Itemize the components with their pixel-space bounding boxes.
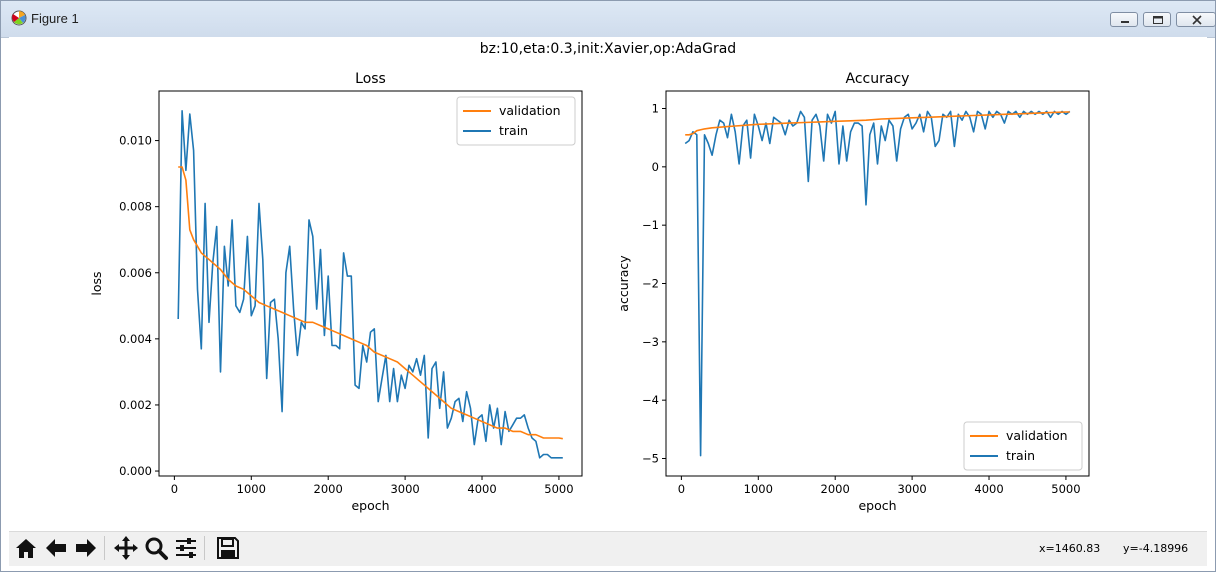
y-tick-label: −3	[642, 335, 659, 349]
configure-subplots-button[interactable]	[172, 534, 200, 562]
y-axis-label: accuracy	[616, 255, 631, 312]
maximize-icon	[1153, 16, 1163, 24]
x-tick-label: 2000	[821, 482, 850, 496]
figure-suptitle: bz:10,eta:0.3,init:Xavier,op:AdaGrad	[480, 41, 736, 57]
y-tick-label: 0.008	[119, 200, 152, 214]
forward-button[interactable]	[72, 534, 100, 562]
series-line-train	[177, 110, 563, 459]
save-icon	[217, 537, 239, 559]
close-icon	[1192, 15, 1202, 25]
axes-frame	[665, 90, 1090, 477]
y-axis-label: loss	[89, 271, 104, 295]
cursor-x-readout: x=1460.83	[1039, 542, 1101, 555]
x-tick-label: 3000	[897, 482, 926, 496]
y-tick-label: 0.002	[119, 398, 152, 412]
x-tick-label: 4000	[974, 482, 1003, 496]
subplot-accuracy: Accuracy 0 1000 2000 3000 4000 5000 −5 −4 −3 −2 −1 0…	[616, 71, 1090, 513]
pan-button[interactable]	[112, 534, 140, 562]
y-tick-label: 0.000	[119, 464, 152, 478]
pan-icon	[114, 536, 138, 560]
y-tick-label: 0.004	[119, 332, 152, 346]
x-tick-label: 0	[678, 482, 685, 496]
matplotlib-logo-icon	[11, 10, 27, 26]
x-tick-label: 1000	[237, 482, 266, 496]
series-line-train	[684, 110, 1071, 457]
minimize-button[interactable]	[1110, 12, 1138, 27]
x-axis-label: epoch	[351, 498, 389, 513]
y-tick-label: −5	[642, 452, 659, 466]
title-bar[interactable]: Figure 1	[1, 1, 1216, 38]
configure-subplots-icon	[176, 538, 196, 558]
x-tick-label: 1000	[744, 482, 773, 496]
zoom-button[interactable]	[142, 534, 170, 562]
axes-frame	[158, 90, 583, 477]
legend: validation train	[456, 96, 576, 146]
x-tick-label: 5000	[544, 482, 573, 496]
back-icon	[46, 539, 66, 557]
legend: validation train	[963, 421, 1083, 471]
maximize-button[interactable]	[1143, 12, 1171, 27]
legend-label-validation: validation	[499, 103, 561, 118]
y-tick-label: 0	[652, 160, 659, 174]
legend-box	[963, 421, 1083, 471]
y-tick-label: 0.010	[119, 134, 152, 148]
close-button[interactable]	[1176, 12, 1216, 27]
save-button[interactable]	[214, 534, 242, 562]
forward-icon	[76, 539, 96, 557]
home-icon	[16, 539, 36, 558]
figure-svg: bz:10,eta:0.3,init:Xavier,op:AdaGrad Los…	[89, 41, 1090, 513]
x-tick-label: 3000	[390, 482, 419, 496]
home-button[interactable]	[12, 534, 40, 562]
legend-box	[456, 96, 576, 146]
y-tick-label: −2	[642, 277, 659, 291]
x-tick-label: 4000	[467, 482, 496, 496]
series-line-validation	[178, 166, 563, 440]
subplot-title: Loss	[355, 71, 386, 87]
y-tick-label: 0.006	[119, 266, 152, 280]
y-tick-label: −4	[642, 393, 659, 407]
zoom-icon	[145, 537, 168, 560]
x-axis-label: epoch	[858, 498, 896, 513]
legend-label-validation: validation	[1006, 428, 1068, 443]
x-tick-label: 5000	[1051, 482, 1080, 496]
x-tick-label: 2000	[314, 482, 343, 496]
minimize-icon	[1121, 21, 1129, 23]
figure-canvas[interactable]: bz:10,eta:0.3,init:Xavier,op:AdaGrad Los…	[9, 37, 1207, 531]
window-title: Figure 1	[31, 11, 79, 26]
toolbar-separator	[104, 536, 105, 560]
x-tick-label: 0	[171, 482, 178, 496]
subplot-title: Accuracy	[846, 71, 910, 87]
back-button[interactable]	[42, 534, 70, 562]
navigation-toolbar: x=1460.83 y=-4.18996	[9, 531, 1207, 566]
series-line-validation	[685, 111, 1070, 136]
legend-label-train: train	[499, 123, 528, 138]
y-tick-label: −1	[642, 218, 659, 232]
legend-label-train: train	[1006, 448, 1035, 463]
cursor-y-readout: y=-4.18996	[1123, 542, 1189, 555]
subplot-loss: Loss 0 1000 2000 3000 4000 5000 0.000 0.002 0.004…	[89, 71, 583, 513]
toolbar-separator	[204, 536, 205, 560]
y-tick-label: 1	[652, 102, 659, 116]
